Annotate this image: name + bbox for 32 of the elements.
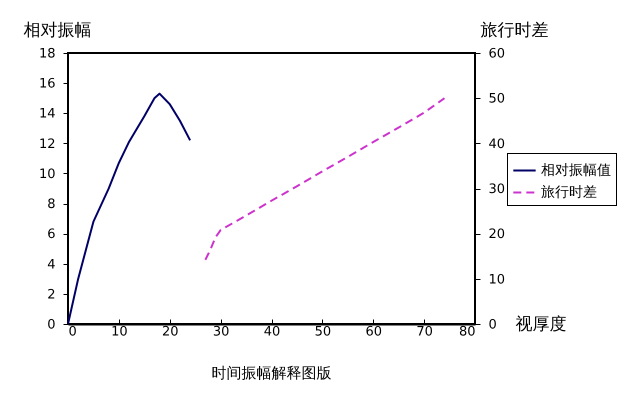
- y-tick-label: 2: [47, 287, 56, 302]
- y-tick-label: 8: [47, 197, 56, 212]
- y-tick-label: 4: [47, 257, 56, 272]
- y2-axis-title: 旅行时差: [480, 20, 548, 40]
- x-axis-title: 视厚度: [516, 314, 566, 334]
- y2-tick-label: 20: [488, 227, 506, 242]
- y2-tick-label: 60: [488, 46, 506, 62]
- x-tick-label: 30: [212, 324, 230, 340]
- x-tick-label: 20: [162, 324, 179, 340]
- x-tick-label: 0: [68, 324, 77, 340]
- y-tick-label: 14: [38, 106, 56, 122]
- y-tick-label: 12: [38, 136, 56, 152]
- line-series: [67, 92, 192, 325]
- x-tick-label: 40: [264, 324, 280, 340]
- y-tick-label: 10: [38, 166, 56, 182]
- text: 时间振幅解释图版: [212, 364, 332, 382]
- line-series: [204, 97, 446, 261]
- x-tick-label: 50: [314, 324, 332, 340]
- x-tick-label: 80: [458, 324, 476, 340]
- y2-tick-label: 40: [488, 136, 506, 152]
- y-tick-label: 16: [38, 76, 56, 92]
- y2-tick-label: 50: [488, 92, 506, 107]
- y-tick-label: 6: [47, 227, 56, 242]
- y-tick-label: 18: [38, 46, 56, 62]
- x-tick-label: 10: [111, 324, 128, 340]
- legend-label: 相对振幅值: [541, 162, 611, 178]
- y2-tick-label: 10: [488, 272, 506, 288]
- y2-tick-label: 30: [488, 182, 506, 197]
- x-tick-label: 60: [365, 324, 382, 340]
- y-axis-title: 相对振幅: [24, 20, 92, 40]
- legend-label: 旅行时差: [541, 184, 597, 200]
- x-tick-label: 70: [416, 324, 433, 340]
